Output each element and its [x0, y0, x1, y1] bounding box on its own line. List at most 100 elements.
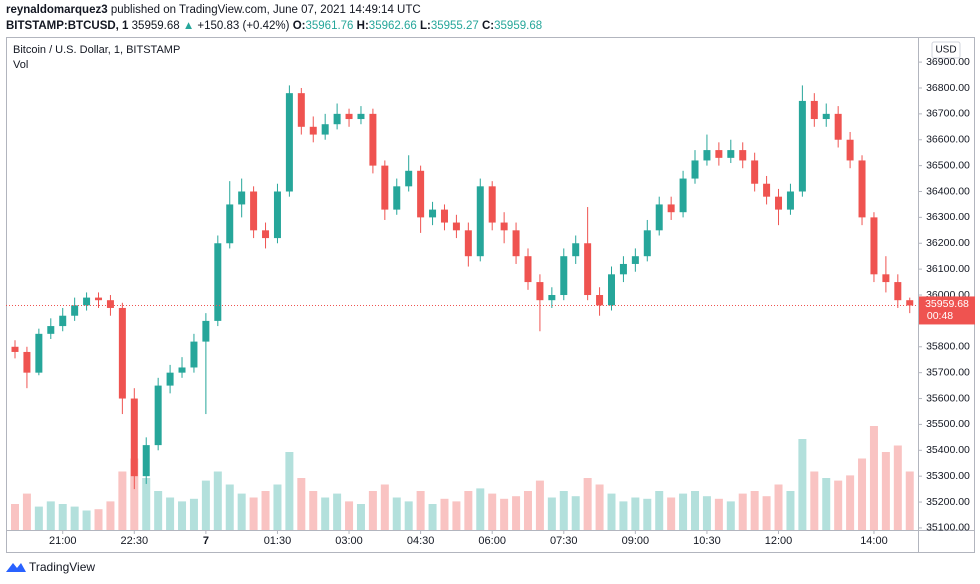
- y-tick-label: 36900.00: [926, 56, 970, 68]
- volume-bar: [142, 478, 151, 530]
- y-tick-label: 36700.00: [926, 108, 970, 120]
- volume-bar: [380, 484, 389, 530]
- brand: TradingView: [29, 560, 95, 574]
- volume-bar: [261, 491, 270, 530]
- volume-bar: [321, 497, 330, 530]
- chart-title: Bitcoin / U.S. Dollar, 1, BITSTAMP: [13, 44, 180, 56]
- candle-body: [452, 222, 460, 231]
- candle-body: [47, 326, 55, 334]
- volume-bar: [595, 484, 604, 530]
- volume-bar: [58, 504, 67, 530]
- volume-bar: [356, 504, 365, 530]
- candle-body: [23, 351, 31, 373]
- candle-body: [285, 93, 293, 192]
- volume-bar: [189, 498, 198, 530]
- chart-frame: [6, 37, 975, 553]
- y-tick-label: 35700.00: [926, 366, 970, 378]
- volume-bar: [285, 452, 294, 530]
- volume-bar: [750, 491, 759, 530]
- candle-body: [226, 204, 234, 244]
- change: +150.83 (+0.42%): [197, 20, 290, 32]
- volume-bar: [201, 480, 210, 530]
- volume-bar: [249, 497, 258, 530]
- candle-body: [154, 385, 162, 446]
- y-tick-label: 36800.00: [926, 82, 970, 94]
- candle-body: [369, 113, 377, 166]
- candle-body: [739, 150, 747, 161]
- candle-body: [763, 183, 771, 197]
- candle-body: [417, 170, 425, 218]
- candle-body: [858, 160, 866, 218]
- candle-body: [906, 300, 914, 306]
- candle-body: [667, 204, 675, 213]
- volume-bar: [523, 491, 532, 530]
- volume-bar: [571, 496, 580, 530]
- candle-body: [524, 256, 532, 283]
- volume-bar: [822, 478, 831, 530]
- volume-bar: [452, 501, 461, 530]
- volume-bar: [643, 498, 652, 530]
- volume-bar: [166, 497, 175, 530]
- volume-bar: [607, 493, 616, 530]
- volume-bar: [154, 491, 163, 530]
- candle-body: [894, 282, 902, 301]
- volume-bar: [726, 501, 735, 530]
- volume-bar: [679, 493, 688, 530]
- volume-bar: [464, 491, 473, 530]
- price: 35959.68: [131, 20, 180, 32]
- volume-bar: [786, 491, 795, 530]
- candle-body: [214, 243, 222, 321]
- volume-bar: [46, 501, 55, 530]
- publish-line: reynaldomarquez3 published on TradingVie…: [6, 4, 421, 16]
- published: published on TradingView.com, June 07, 2…: [110, 4, 421, 16]
- candle-body: [631, 256, 639, 264]
- candle-body: [178, 367, 186, 373]
- candle-body: [512, 230, 520, 257]
- candle-body: [333, 113, 341, 125]
- candle-body: [118, 307, 126, 399]
- candle-body: [309, 126, 317, 135]
- volume-bar: [512, 496, 521, 530]
- volume-bar: [762, 496, 771, 530]
- candle-body: [429, 209, 437, 218]
- candle-body: [679, 178, 687, 213]
- candle-body: [882, 274, 890, 283]
- volume-bar: [702, 496, 711, 530]
- volume-bar: [392, 497, 401, 530]
- volume-bar: [846, 475, 855, 530]
- volume-bar: [691, 491, 700, 530]
- candle-body: [142, 445, 150, 477]
- candle-body: [11, 346, 19, 352]
- plot-area: [11, 85, 914, 530]
- volume-bar: [297, 478, 306, 530]
- y-tick-label: 35500.00: [926, 418, 970, 430]
- volume-bar: [11, 504, 19, 530]
- volume-bar: [881, 452, 890, 530]
- candle-body: [786, 191, 794, 210]
- volume-bar: [583, 478, 592, 530]
- candle-body: [321, 124, 329, 135]
- currency-box[interactable]: [931, 41, 961, 59]
- candle-body: [655, 204, 663, 231]
- candle-body: [488, 186, 496, 223]
- volume-bar: [488, 493, 497, 530]
- volume-bar: [368, 491, 377, 530]
- x-tick-label: 01:30: [264, 535, 292, 547]
- candle-body: [822, 113, 830, 120]
- ohlc-label: O:: [292, 20, 306, 32]
- volume-bar: [738, 493, 747, 530]
- candle-body: [262, 230, 270, 239]
- volume-bar: [869, 426, 878, 530]
- candle-body: [572, 243, 580, 257]
- y-tick-label: 35800.00: [926, 341, 970, 353]
- volume-bar: [178, 501, 187, 530]
- candle-body: [35, 333, 43, 373]
- candle-body: [548, 295, 556, 301]
- volume-bar: [34, 506, 43, 530]
- volume-bar: [535, 480, 544, 530]
- volume-bar: [70, 506, 79, 530]
- volume-bar: [82, 510, 91, 530]
- volume-bar: [94, 509, 103, 530]
- x-tick-label: 21:00: [49, 535, 77, 547]
